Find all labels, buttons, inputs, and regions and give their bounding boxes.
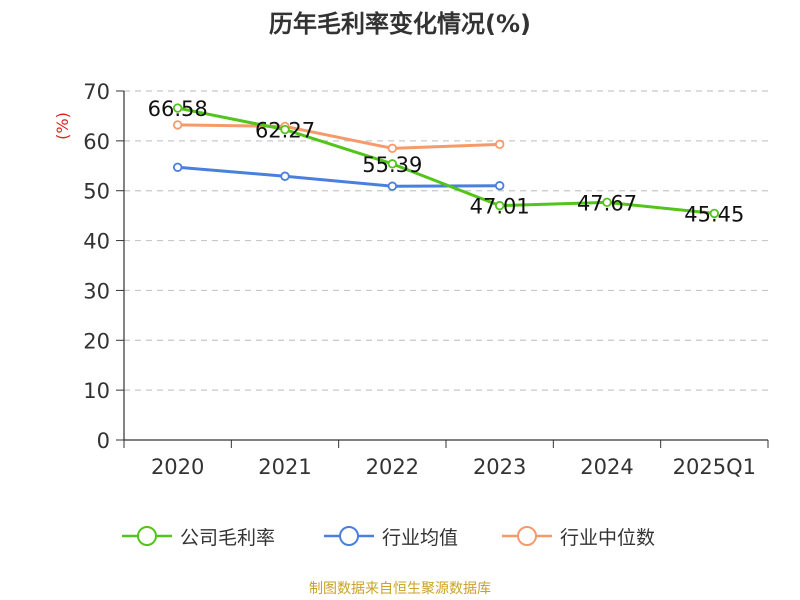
y-tick-label: 10 [83,379,110,403]
legend-marker-green-icon [122,526,172,546]
y-tick-label: 0 [97,429,110,453]
grid-lines [124,90,768,391]
series-line-1 [177,165,500,188]
x-tick-label: 2020 [151,455,204,479]
series-lines [172,103,720,219]
legend-marker-blue-icon [324,526,374,546]
x-tick-label: 2021 [258,455,311,479]
legend-marker-orange-icon [502,526,552,546]
y-tick-label: 60 [83,130,110,154]
data-label: 66.58 [148,97,208,121]
data-point [280,171,290,181]
data-point [172,162,183,172]
legend-item-industry-median[interactable]: 行业中位数 [500,522,655,550]
data-label: 45.45 [684,202,744,226]
data-point [494,200,505,211]
source-note: 制图数据来自恒生聚源数据库 [309,581,491,597]
chart-title: 历年毛利率变化情况(%) [269,10,531,38]
y-tick-label: 20 [83,329,110,353]
x-tick-label: 2022 [366,455,419,479]
data-point [387,181,398,191]
data-point [709,208,720,219]
data-label: 47.01 [470,195,530,219]
data-point [387,143,398,154]
data-point [172,103,183,113]
legend-item-industry-average[interactable]: 行业均值 [322,522,458,550]
legend-label: 行业均值 [382,526,459,549]
data-point [280,124,290,135]
series-line-2 [177,123,500,150]
legend-label: 行业中位数 [560,526,656,549]
y-tick-label: 30 [83,279,110,303]
x-tick-label: 2023 [473,455,526,479]
data-label: 62.27 [255,119,315,143]
data-labels: 66.58 62.27 55.39 47.01 47.67 45.45 [148,97,745,226]
data-label: 47.67 [577,191,637,215]
y-axis-label: (%) [53,112,72,140]
data-label: 55.39 [362,153,422,177]
legend-label: 公司毛利率 [180,526,276,549]
y-tick-label: 70 [83,80,110,104]
axes: 0 10 20 30 40 50 60 70 2020 2021 2022 2023 2024 2025Q… [53,80,769,479]
data-point [387,159,398,169]
y-tick-label: 40 [83,230,110,254]
legend-item-company-gross-margin[interactable]: 公司毛利率 [120,522,275,550]
x-tick-label: 2025Q1 [673,455,756,479]
data-point [602,197,612,208]
data-point [494,139,505,150]
data-point [172,120,183,130]
x-tick-label: 2024 [580,455,633,479]
y-tick-label: 50 [83,180,110,204]
data-point [494,181,505,191]
series-line-0 [177,106,715,215]
